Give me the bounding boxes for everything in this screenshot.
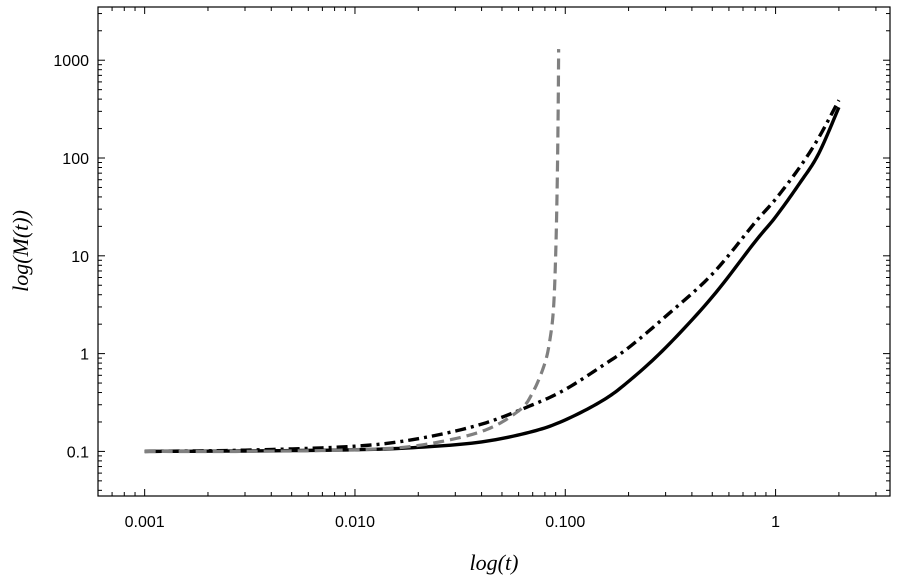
series-line-solid [144, 106, 841, 454]
series-line-dashdot [144, 99, 841, 454]
x-tick-label: 0.010 [335, 514, 375, 531]
plot-frame [97, 6, 891, 497]
y-axis-ticks: 0.1 1 10 100 1000 [53, 13, 890, 491]
x-tick-label: 1 [771, 514, 780, 531]
x-tick-label: 0.001 [125, 514, 165, 531]
y-tick-label: 10 [71, 249, 89, 266]
chart-series [144, 49, 841, 454]
y-tick-label: 0.1 [67, 444, 89, 461]
series-line-dashed [144, 49, 561, 454]
x-axis-ticks: 0.001 0.010 0.100 1 [97, 7, 877, 531]
y-tick-label: 100 [62, 151, 89, 168]
y-tick-label: 1000 [53, 53, 89, 70]
y-tick-label: 1 [80, 347, 89, 364]
x-axis-title: log(t) [470, 550, 519, 575]
y-axis-title: log(M(t)) [8, 210, 33, 292]
x-tick-label: 0.100 [545, 514, 585, 531]
